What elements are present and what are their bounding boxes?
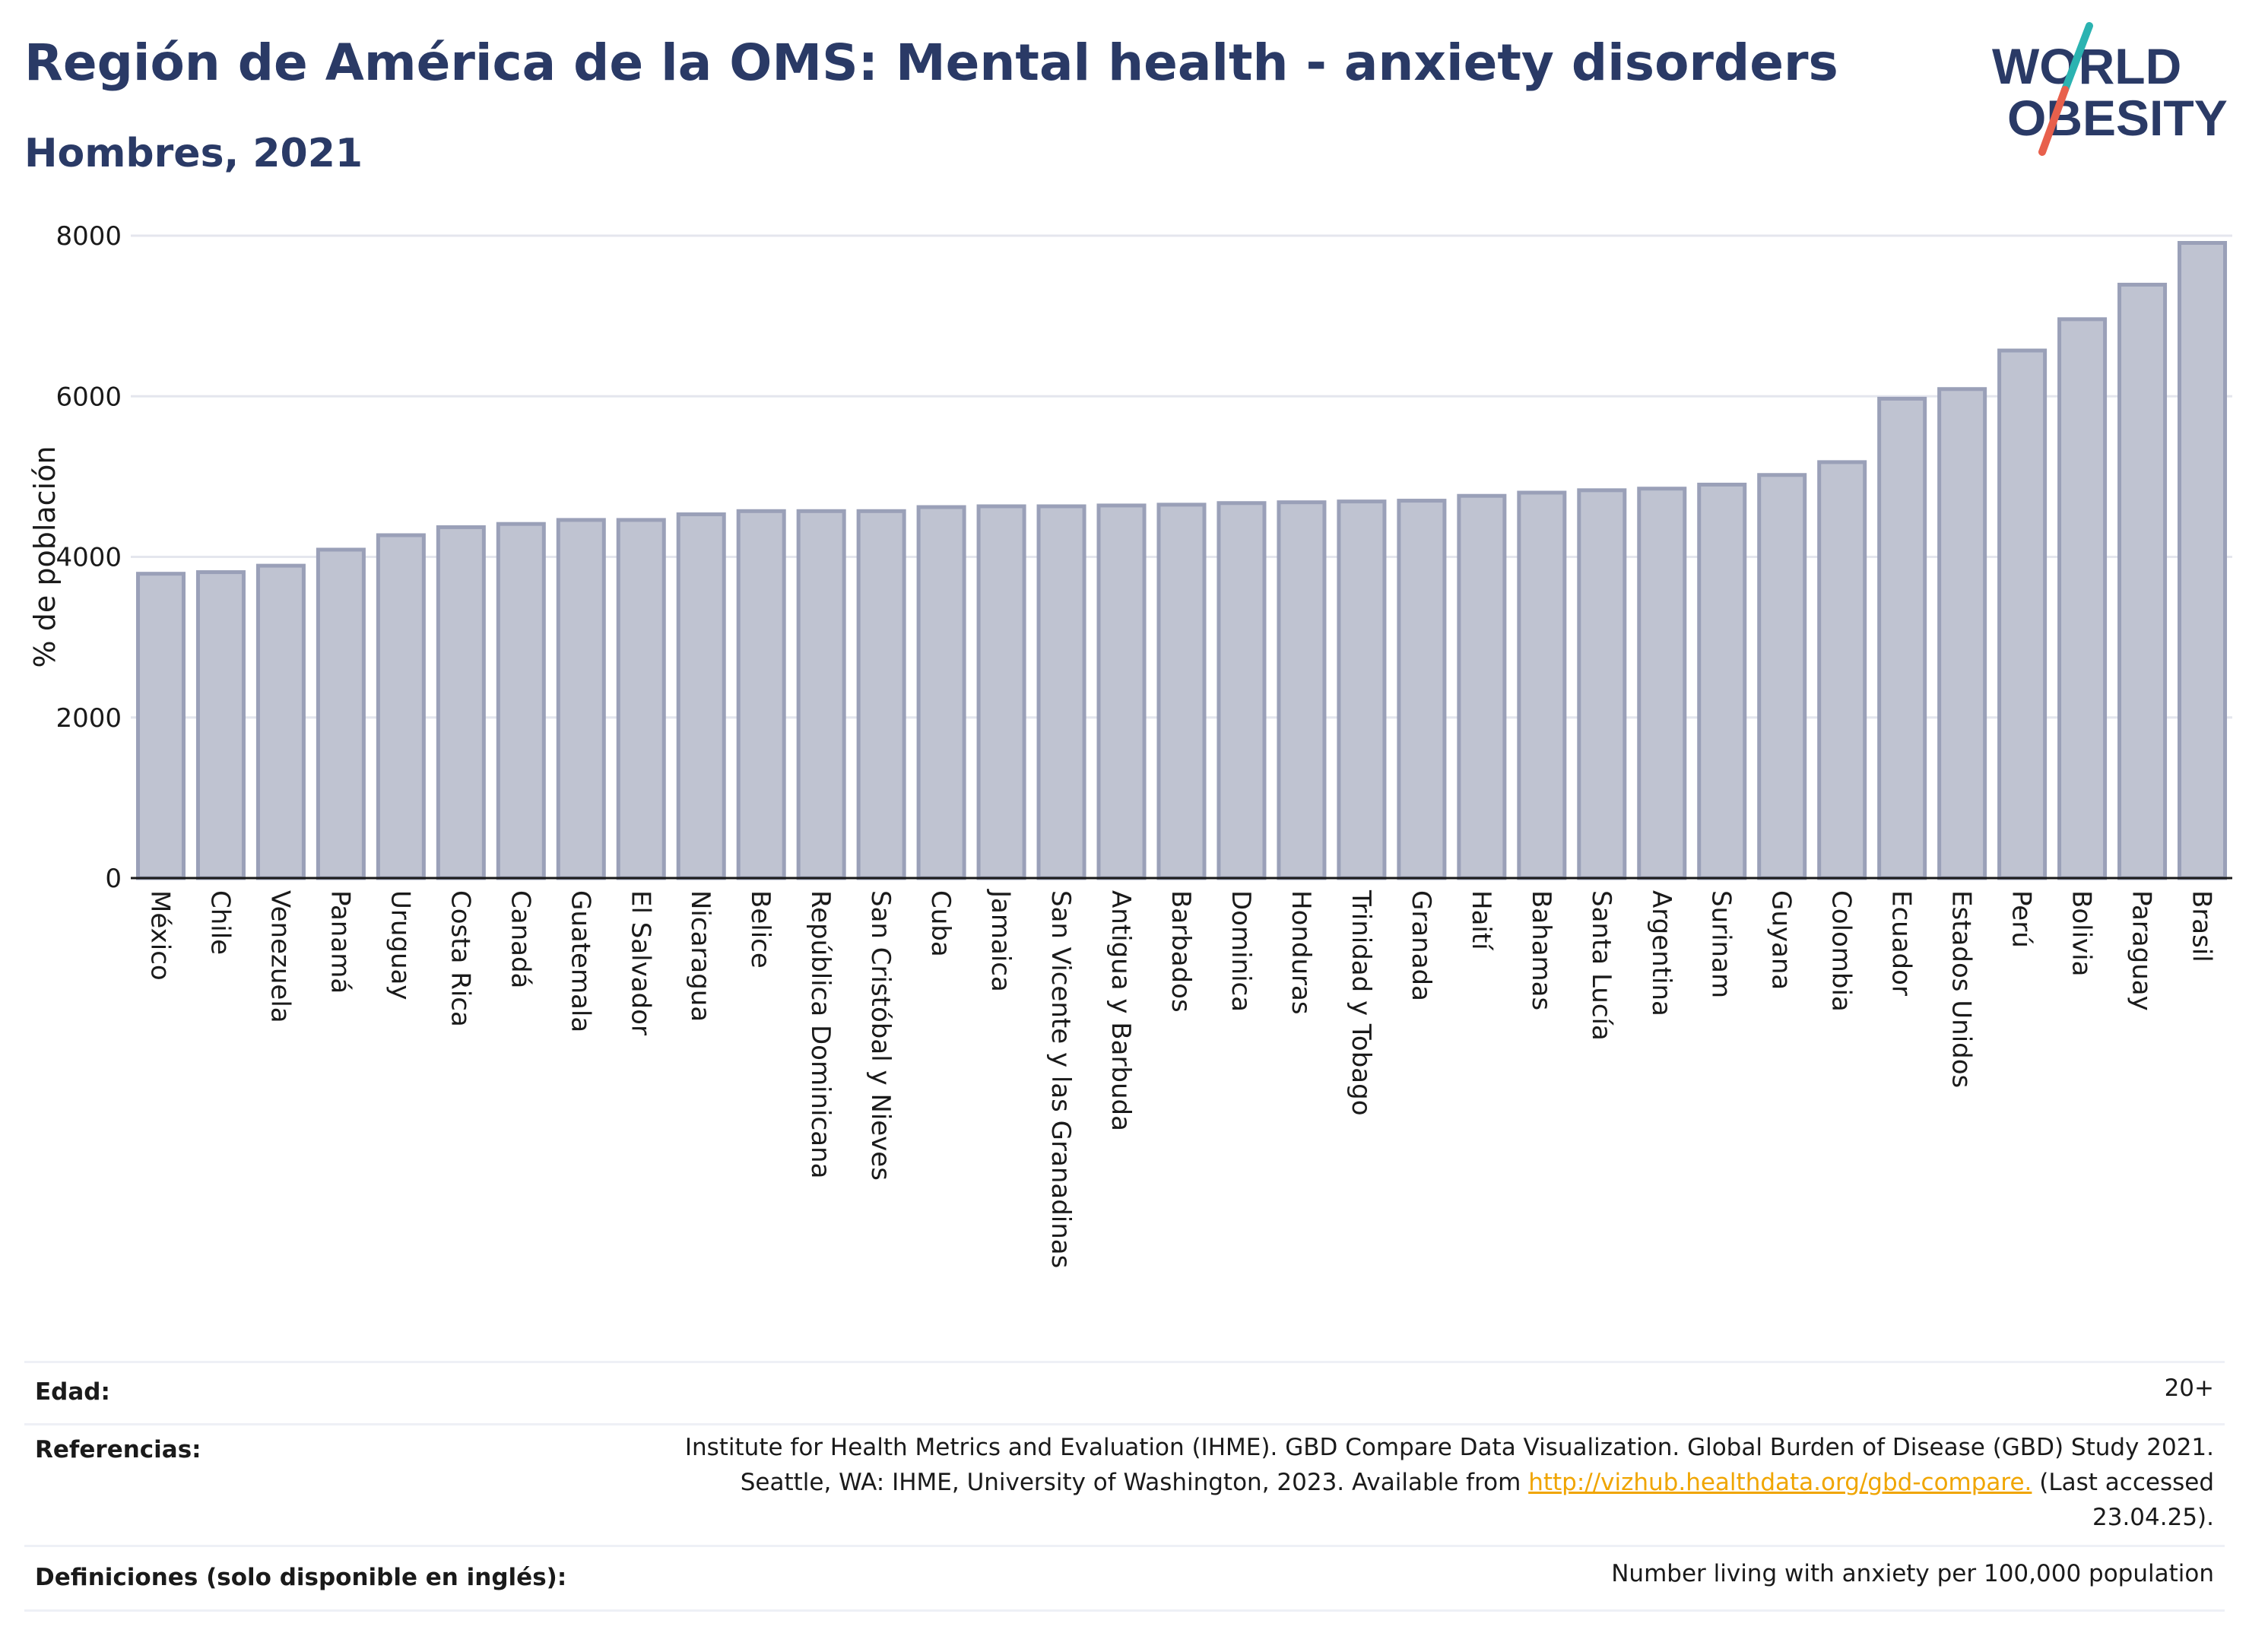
x-tick-label: El Salvador xyxy=(625,890,655,1035)
y-tick-label: 4000 xyxy=(56,543,122,573)
x-tick-label: Haití xyxy=(1466,890,1496,951)
x-tick-label: Jamaica xyxy=(985,889,1016,992)
logo-slash-teal xyxy=(2061,22,2093,94)
y-tick-label: 2000 xyxy=(56,703,122,734)
y-axis-label: % de población xyxy=(28,446,62,668)
bar xyxy=(195,570,246,880)
bar xyxy=(856,509,906,880)
bar xyxy=(796,509,846,880)
bar xyxy=(736,509,786,880)
logo-slash-red xyxy=(2038,86,2069,156)
x-tick-label: Guyana xyxy=(1766,890,1797,990)
bar xyxy=(916,505,966,880)
x-tick-label: Belice xyxy=(745,890,776,969)
age-value: 20+ xyxy=(2164,1375,2214,1402)
bar xyxy=(1036,504,1086,880)
bar xyxy=(1877,396,1927,880)
bar xyxy=(616,518,666,880)
references-line-2: Seattle, WA: IHME, University of Washing… xyxy=(685,1465,2214,1500)
bar xyxy=(1997,348,2048,880)
x-tick-label: Costa Rica xyxy=(445,890,475,1027)
y-tick-label: 0 xyxy=(105,864,122,894)
bar xyxy=(496,522,546,880)
x-tick-label: Honduras xyxy=(1286,890,1316,1015)
bar-chart: 0 2000 4000 6000 8000 % de población México Chi… xyxy=(28,221,2232,1268)
bar xyxy=(2178,241,2228,880)
world-obesity-logo: WORLD OBESITY xyxy=(1992,22,2228,156)
y-tick-label: 6000 xyxy=(56,382,122,412)
x-tick-label: Bahamas xyxy=(1526,890,1556,1010)
logo-text-world: WORLD xyxy=(1992,38,2181,94)
age-label: Edad: xyxy=(35,1378,110,1406)
bar xyxy=(1757,473,1807,880)
bar xyxy=(556,518,606,880)
bar xyxy=(1216,501,1267,880)
bar xyxy=(1637,487,1687,880)
references-line-2-pre: Seattle, WA: IHME, University of Washing… xyxy=(740,1469,1529,1496)
bar xyxy=(1156,503,1207,880)
x-tick-label: Colombia xyxy=(1826,890,1857,1012)
references-line-3: 23.04.25). xyxy=(2092,1504,2214,1531)
bar xyxy=(1697,482,1747,880)
x-tick-label: Barbados xyxy=(1166,890,1196,1013)
chart-title: Región de América de la OMS: Mental heal… xyxy=(24,33,1838,92)
x-tick-label: Guatemala xyxy=(565,890,595,1032)
x-tick-label: Surinam xyxy=(1706,890,1737,998)
bar xyxy=(1817,460,1867,880)
bar xyxy=(1397,499,1447,880)
x-tick-label: Bolivia xyxy=(2067,890,2097,976)
x-tick-label: México xyxy=(144,890,175,981)
references-line-1: Institute for Health Metrics and Evaluat… xyxy=(684,1434,2214,1461)
y-tick-label: 8000 xyxy=(56,221,122,252)
definitions-row: Definiciones (solo disponible en inglés)… xyxy=(24,1545,2225,1612)
bar xyxy=(676,512,726,880)
references-row: Referencias: Institute for Health Metric… xyxy=(24,1423,2225,1547)
references-text: Institute for Health Metrics and Evaluat… xyxy=(685,1430,2214,1535)
definitions-value: Number living with anxiety per 100,000 p… xyxy=(1611,1560,2214,1587)
x-tick-label: Brasil xyxy=(2187,890,2217,962)
logo-text-obesity: OBESITY xyxy=(2007,90,2228,146)
x-tick-label: Dominica xyxy=(1226,890,1256,1012)
x-tick-label: Nicaragua xyxy=(685,890,715,1022)
bar xyxy=(316,547,366,880)
x-tick-label: Venezuela xyxy=(265,890,295,1023)
x-tick-label: Canadá xyxy=(505,890,535,988)
x-tick-label: Antigua y Barbuda xyxy=(1105,890,1136,1131)
bar xyxy=(2117,282,2168,880)
x-tick-label: Uruguay xyxy=(385,890,415,1000)
x-tick-label: San Cristóbal y Nieves xyxy=(865,890,896,1181)
x-tick-label: Granada xyxy=(1406,890,1436,1001)
bar xyxy=(255,563,306,880)
bar xyxy=(1517,490,1567,880)
x-tick-label: Trinidad y Tobago xyxy=(1346,889,1376,1116)
bar xyxy=(1937,387,1987,880)
bar xyxy=(2057,317,2108,880)
bar xyxy=(976,504,1026,880)
definitions-label: Definiciones (solo disponible en inglés)… xyxy=(35,1564,567,1591)
x-tick-label: San Vicente y las Granadinas xyxy=(1045,890,1076,1268)
references-line-2-post: (Last accessed xyxy=(2032,1469,2214,1496)
x-tick-label: Cuba xyxy=(925,890,956,957)
x-tick-label: Ecuador xyxy=(1886,890,1917,996)
bar xyxy=(376,533,426,880)
bar xyxy=(1577,488,1627,880)
chart-subtitle: Hombres, 2021 xyxy=(24,131,363,176)
references-label: Referencias: xyxy=(35,1436,201,1463)
bar xyxy=(1337,499,1387,880)
x-tick-label: Argentina xyxy=(1646,890,1676,1016)
x-tick-label: Panamá xyxy=(325,890,355,994)
x-tick-label: Paraguay xyxy=(2127,890,2157,1011)
x-tick-label: Perú xyxy=(2006,890,2037,948)
bar xyxy=(135,572,186,880)
bar xyxy=(436,525,486,880)
bar xyxy=(1457,493,1507,880)
x-tick-label: República Dominicana xyxy=(805,890,836,1178)
x-tick-label: Chile xyxy=(205,890,235,955)
bar xyxy=(1096,503,1147,880)
references-link[interactable]: http://vizhub.healthdata.org/gbd-compare… xyxy=(1528,1469,2032,1496)
x-tick-label: Estados Unidos xyxy=(1946,890,1977,1088)
x-tick-label: Santa Lucía xyxy=(1586,890,1616,1041)
bar xyxy=(1277,500,1327,880)
age-row: Edad: 20+ xyxy=(24,1361,2225,1425)
